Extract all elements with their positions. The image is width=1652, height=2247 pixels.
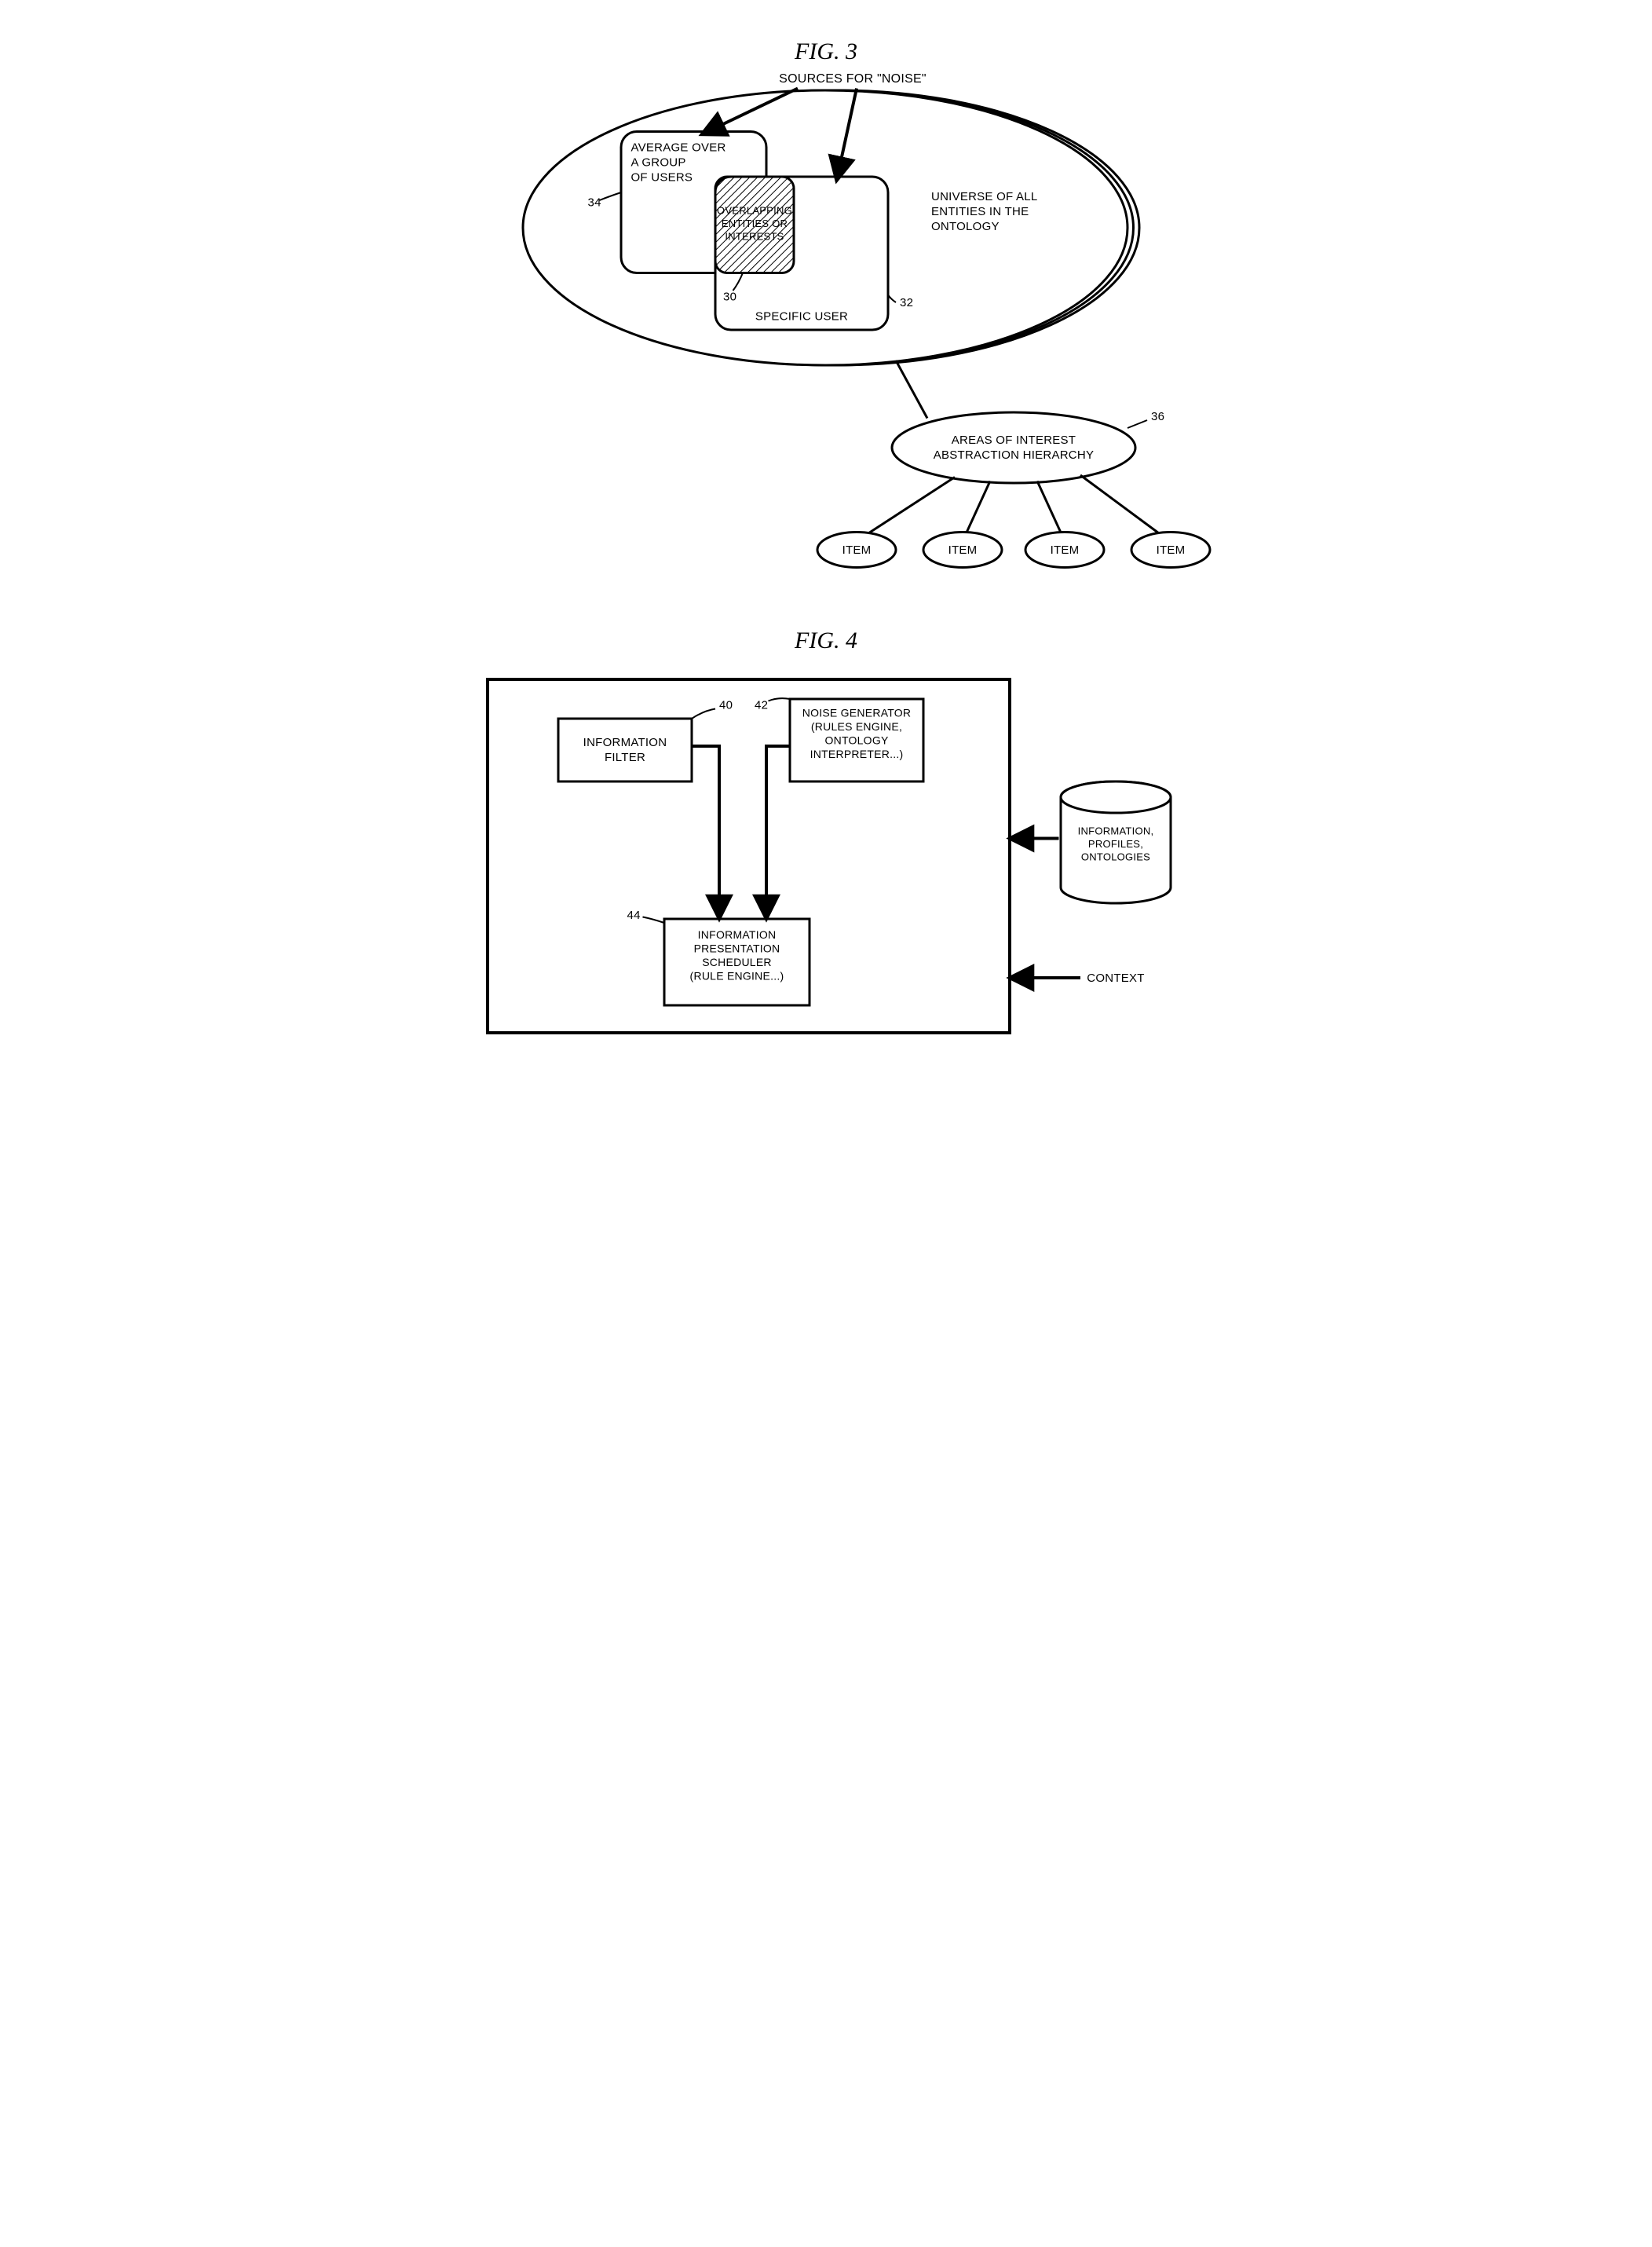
svg-text:INFORMATION,: INFORMATION, <box>1078 825 1154 837</box>
svg-text:PROFILES,: PROFILES, <box>1088 838 1143 850</box>
svg-text:SCHEDULER: SCHEDULER <box>702 956 772 968</box>
svg-text:UNIVERSE OF ALL: UNIVERSE OF ALL <box>931 190 1037 203</box>
context-label: CONTEXT <box>1087 972 1144 985</box>
svg-text:NOISE GENERATOR: NOISE GENERATOR <box>802 707 912 719</box>
fig4-title: FIG. 4 <box>794 628 857 653</box>
database-label: INFORMATION, PROFILES, ONTOLOGIES <box>1078 825 1154 863</box>
fig4-diagram: FIG. 4 INFORMATION FILTER 40 NOISE GENER… <box>413 620 1239 1092</box>
svg-text:PRESENTATION: PRESENTATION <box>694 942 780 955</box>
svg-text:ITEM: ITEM <box>1157 543 1186 557</box>
svg-text:ITEM: ITEM <box>842 543 872 557</box>
fig3-diagram: FIG. 3 SOURCES FOR "NOISE" UNIVERSE OF A… <box>413 31 1239 620</box>
info-filter-box <box>558 719 692 781</box>
svg-text:OVERLAPPING: OVERLAPPING <box>717 205 792 217</box>
ref-44: 44 <box>627 909 641 922</box>
svg-text:INTERESTS: INTERESTS <box>725 231 784 243</box>
svg-text:ABSTRACTION HIERARCHY: ABSTRACTION HIERARCHY <box>934 448 1094 462</box>
svg-text:AVERAGE OVER: AVERAGE OVER <box>631 141 726 155</box>
overlap-label: OVERLAPPING ENTITIES OR INTERESTS <box>717 205 792 243</box>
svg-text:(RULES ENGINE,: (RULES ENGINE, <box>811 720 902 733</box>
specific-user-label: SPECIFIC USER <box>755 310 848 324</box>
svg-text:36: 36 <box>1151 410 1164 423</box>
svg-text:INTERPRETER...): INTERPRETER...) <box>810 748 904 760</box>
svg-text:ITEM: ITEM <box>948 543 978 557</box>
svg-text:(RULE ENGINE...): (RULE ENGINE...) <box>690 970 784 983</box>
svg-text:ONTOLOGY: ONTOLOGY <box>931 220 1000 233</box>
ref-32: 32 <box>900 296 913 309</box>
svg-text:FILTER: FILTER <box>605 751 645 764</box>
hierarchy: AREAS OF INTEREST ABSTRACTION HIERARCHY … <box>817 360 1210 568</box>
ref-42: 42 <box>755 699 768 712</box>
fig3-title: FIG. 3 <box>794 38 857 64</box>
svg-text:ENTITIES OR: ENTITIES OR <box>722 218 788 229</box>
svg-text:INFORMATION: INFORMATION <box>583 736 667 749</box>
svg-text:INFORMATION: INFORMATION <box>698 928 777 941</box>
svg-text:ITEM: ITEM <box>1051 543 1080 557</box>
svg-text:OF USERS: OF USERS <box>631 171 693 185</box>
svg-text:ONTOLOGY: ONTOLOGY <box>824 734 889 747</box>
ref-34: 34 <box>588 196 601 210</box>
svg-text:ENTITIES IN THE: ENTITIES IN THE <box>931 205 1029 218</box>
ref-40: 40 <box>719 699 733 712</box>
ref-30: 30 <box>723 291 736 304</box>
svg-text:AREAS OF INTEREST: AREAS OF INTEREST <box>952 434 1076 447</box>
svg-text:A GROUP: A GROUP <box>631 156 686 170</box>
sources-label: SOURCES FOR "NOISE" <box>779 72 927 86</box>
svg-text:ONTOLOGIES: ONTOLOGIES <box>1081 851 1150 863</box>
